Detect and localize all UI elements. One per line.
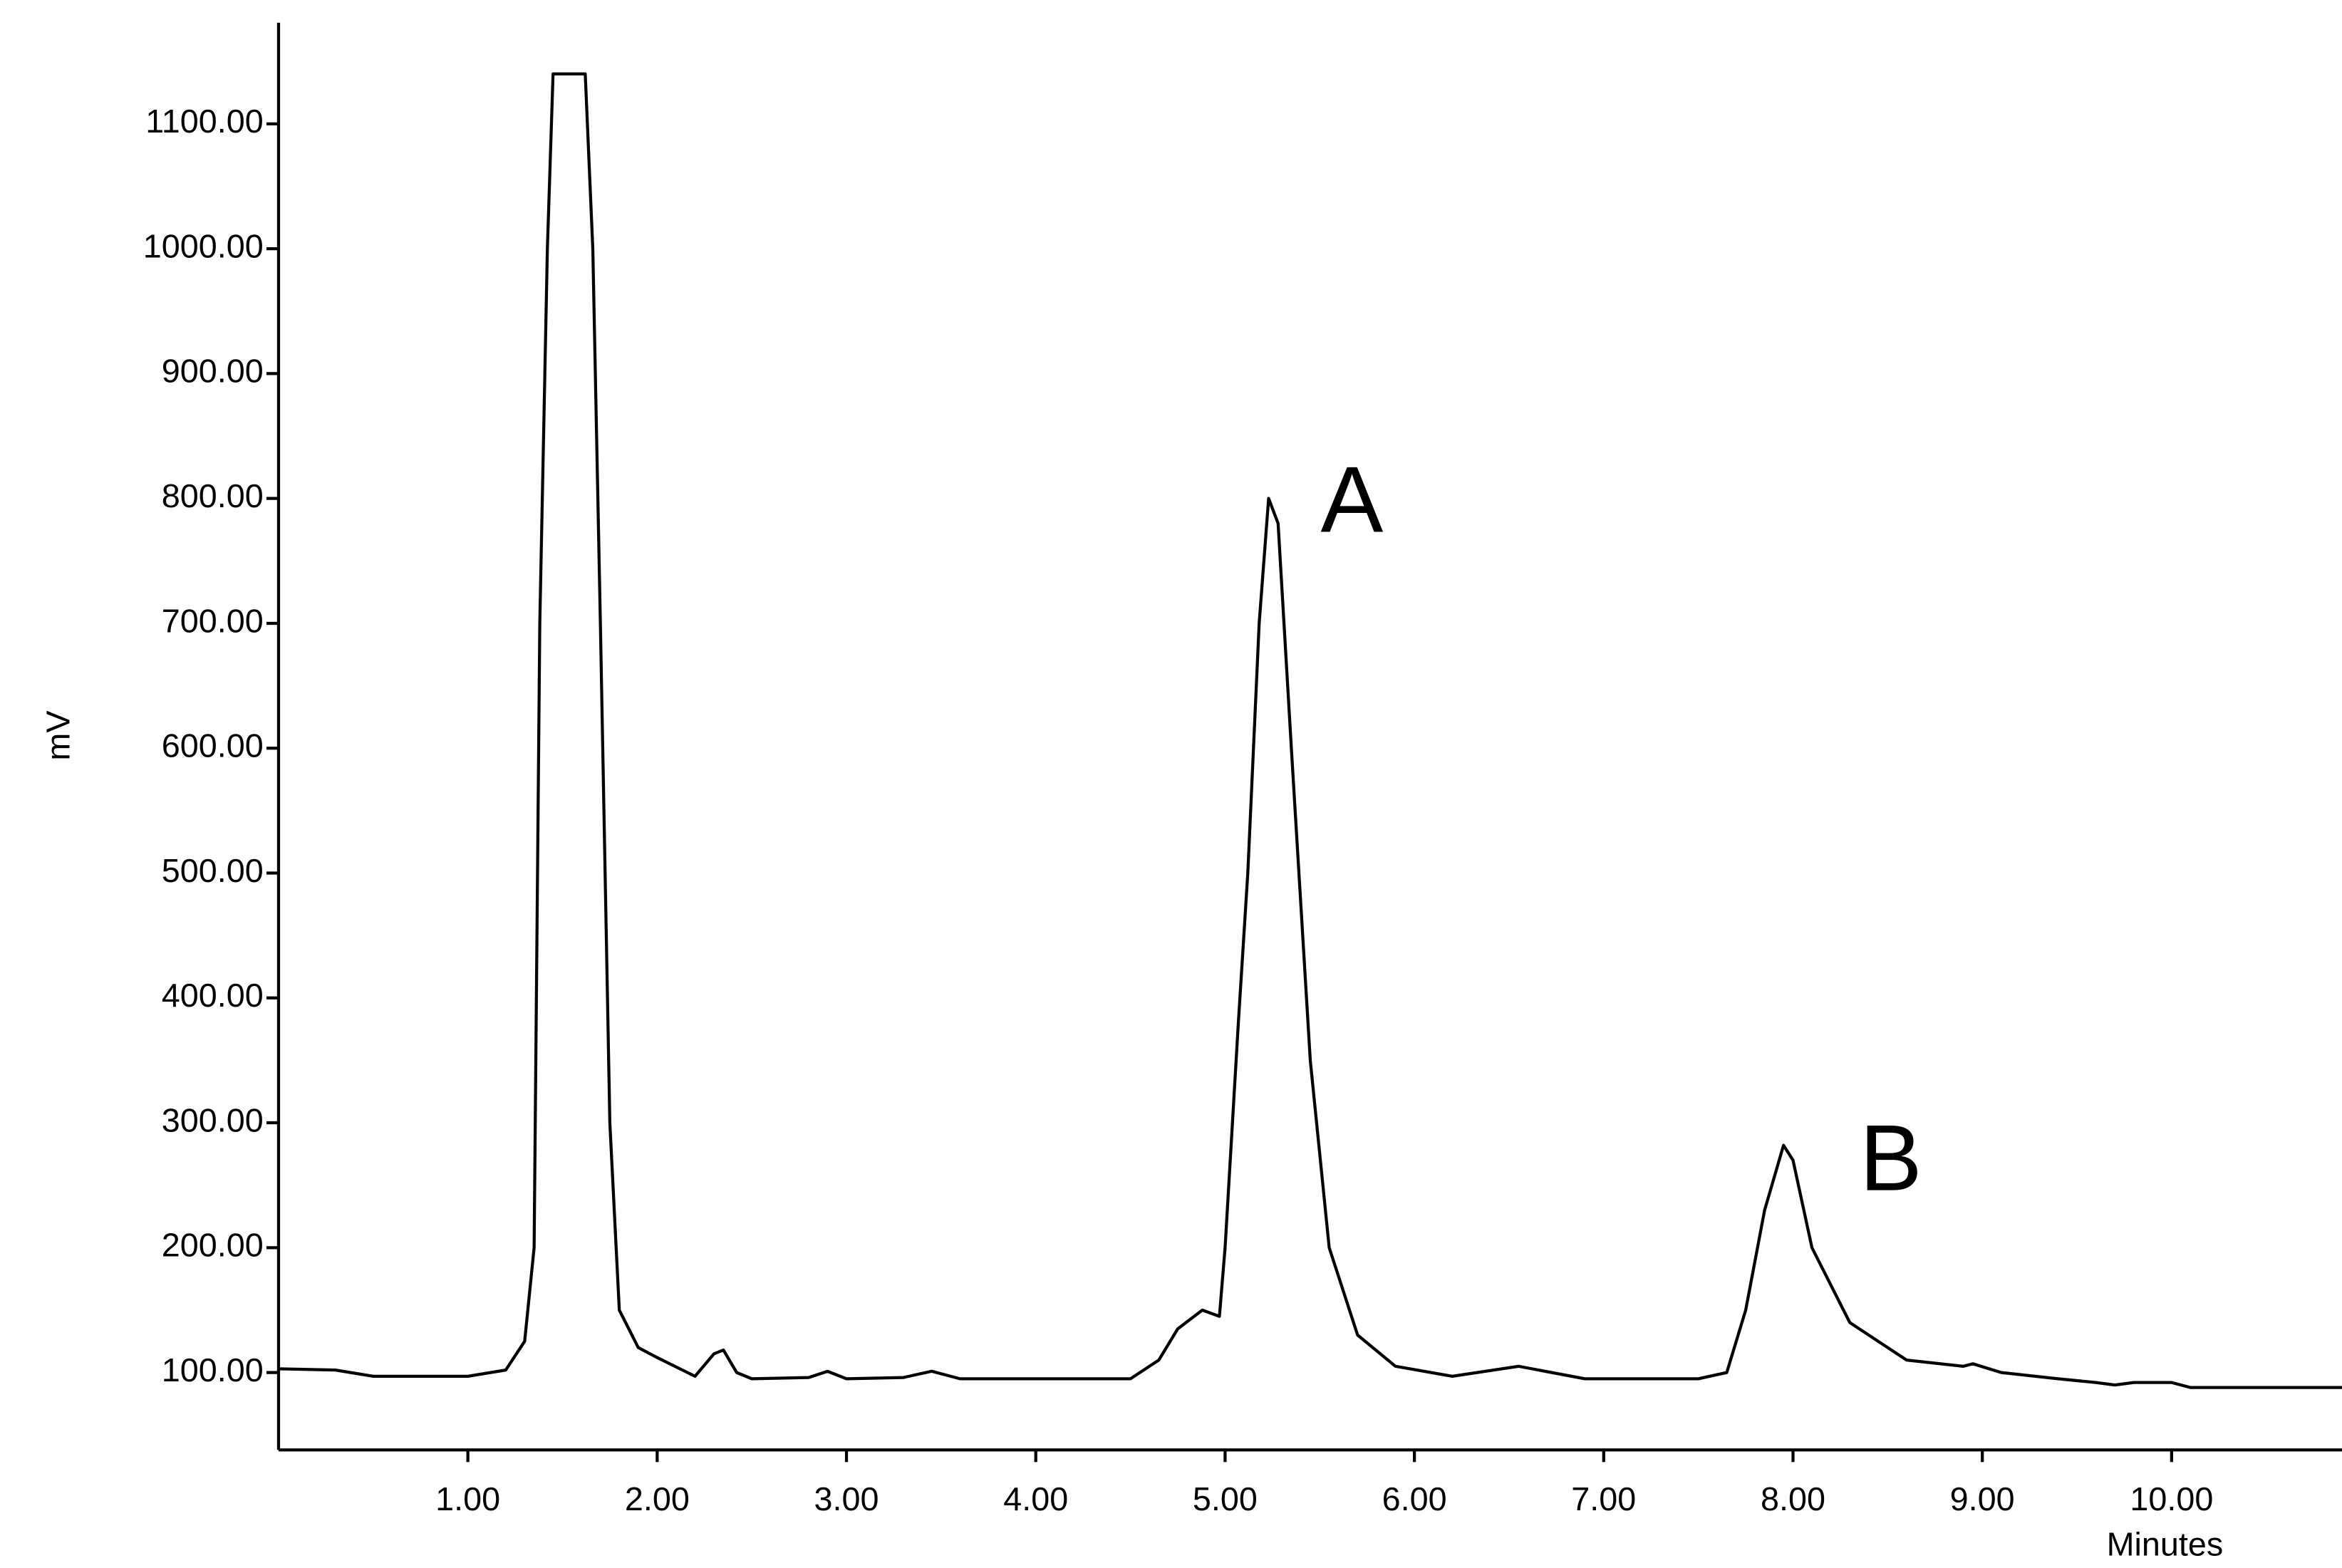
y-tick-label: 1100.00 [145, 103, 263, 140]
y-tick-label: 300.00 [162, 1101, 264, 1138]
y-tick-label: 800.00 [162, 477, 264, 514]
y-tick-label: 400.00 [162, 977, 264, 1014]
y-axis-label: mV [39, 710, 76, 760]
y-tick-label: 100.00 [162, 1351, 264, 1388]
x-tick-label: 10.00 [2130, 1480, 2213, 1517]
x-tick-label: 9.00 [1950, 1480, 2015, 1517]
trace [278, 72, 2342, 1389]
x-tick-label: 5.00 [1193, 1480, 1258, 1517]
x-tick-label: 4.00 [1003, 1480, 1068, 1517]
y-tick-label: 700.00 [162, 602, 264, 639]
x-axis-label: Minutes [2107, 1526, 2224, 1563]
y-tick-label: 900.00 [162, 353, 264, 390]
y-tick-label: 500.00 [162, 852, 264, 889]
x-tick-label: 1.00 [435, 1480, 500, 1517]
y-tick-label: 600.00 [162, 727, 264, 764]
x-tick-label: 8.00 [1761, 1480, 1825, 1517]
peak-annotation: A [1320, 447, 1383, 552]
x-tick-label: 7.00 [1571, 1480, 1636, 1517]
x-tick-label: 3.00 [814, 1480, 879, 1517]
x-tick-label: 2.00 [625, 1480, 690, 1517]
x-tick-label: 6.00 [1382, 1480, 1447, 1517]
y-tick-label: 200.00 [162, 1227, 264, 1264]
y-tick-label: 1000.00 [143, 227, 264, 264]
peak-annotation: B [1860, 1106, 1922, 1210]
